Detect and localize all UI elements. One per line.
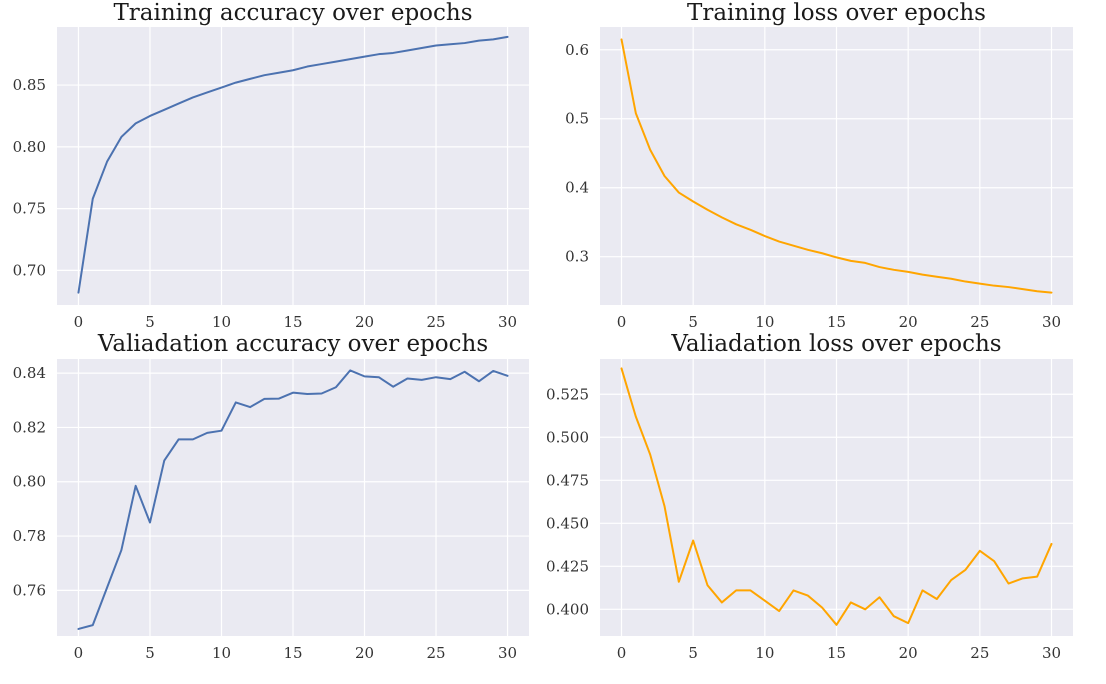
y-tick-label: 0.6 [565, 41, 589, 59]
x-tick-label: 30 [1042, 644, 1061, 662]
x-tick-label: 5 [688, 644, 698, 662]
y-tick-label: 0.80 [13, 473, 46, 491]
chart-panel: 0 5 10 15 20 25 30 0.70 0.75 0.80 0.85 Training acc… [13, 0, 529, 331]
series-line [620, 38, 1053, 294]
chart-title: Valiadation accuracy over epochs [97, 331, 488, 357]
x-tick-label: 25 [970, 644, 989, 662]
y-tick-label: 0.4 [565, 179, 589, 197]
x-tick-label: 10 [212, 644, 231, 662]
x-tick-label: 10 [755, 313, 774, 331]
chart-title: Training accuracy over epochs [113, 0, 472, 26]
y-tick-label: 0.80 [13, 138, 46, 156]
chart-title: Training loss over epochs [687, 0, 986, 26]
chart-panel: 0 5 10 15 20 25 30 0.76 0.78 0.80 0.82 0.84 Valiadat… [13, 331, 529, 662]
chart-title: Valiadation loss over epochs [670, 331, 1001, 357]
y-tick-label: 0.82 [13, 418, 46, 436]
y-tick-label: 0.76 [13, 581, 46, 599]
x-tick-label: 0 [74, 313, 84, 331]
x-tick-label: 15 [283, 644, 302, 662]
x-tick-label: 30 [1042, 313, 1061, 331]
chart-panel: 0 5 10 15 20 25 30 0.3 0.4 0.5 0.6 Training loss ov… [565, 0, 1073, 331]
y-tick-label: 0.425 [546, 557, 589, 575]
y-tick-label: 0.400 [546, 600, 589, 618]
series-line [77, 369, 509, 630]
y-tick-label: 0.70 [13, 261, 46, 279]
y-tick-label: 0.500 [546, 428, 589, 446]
x-tick-label: 20 [355, 313, 374, 331]
x-tick-label: 0 [74, 644, 84, 662]
y-tick-label: 0.84 [13, 364, 46, 382]
series-line [77, 35, 509, 294]
x-tick-label: 10 [755, 644, 774, 662]
x-tick-label: 25 [426, 313, 445, 331]
x-tick-label: 30 [498, 644, 517, 662]
y-tick-label: 0.75 [13, 200, 46, 218]
x-tick-label: 20 [899, 644, 918, 662]
y-tick-label: 0.85 [13, 76, 46, 94]
series-line [620, 367, 1053, 626]
x-tick-label: 5 [145, 644, 155, 662]
x-tick-label: 10 [212, 313, 231, 331]
x-tick-label: 0 [617, 313, 627, 331]
x-tick-label: 20 [355, 644, 374, 662]
x-tick-label: 5 [145, 313, 155, 331]
x-tick-label: 30 [498, 313, 517, 331]
x-tick-label: 0 [617, 644, 627, 662]
y-tick-label: 0.525 [546, 385, 589, 403]
y-tick-label: 0.450 [546, 514, 589, 532]
chart-panel: 0 5 10 15 20 25 30 0.400 0.425 0.450 0.475 0.500 0.5… [546, 331, 1073, 662]
y-tick-label: 0.475 [546, 471, 589, 489]
y-tick-label: 0.78 [13, 527, 46, 545]
x-tick-label: 15 [283, 313, 302, 331]
x-tick-label: 15 [827, 644, 846, 662]
x-tick-label: 15 [827, 313, 846, 331]
x-tick-label: 25 [970, 313, 989, 331]
y-tick-label: 0.5 [565, 110, 589, 128]
x-tick-label: 20 [899, 313, 918, 331]
x-tick-label: 5 [688, 313, 698, 331]
y-tick-label: 0.3 [565, 248, 589, 266]
x-tick-label: 25 [426, 644, 445, 662]
